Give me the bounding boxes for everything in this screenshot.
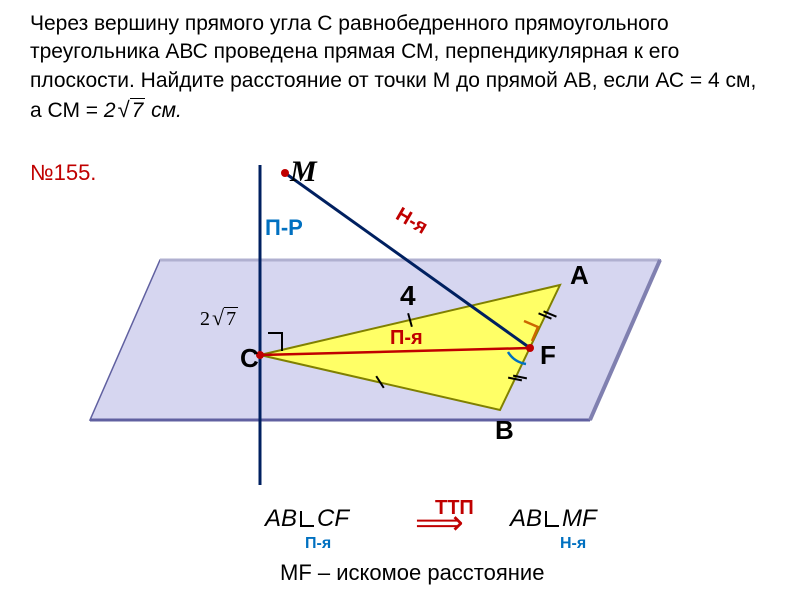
implies-arrow-icon: ⟹ — [415, 503, 458, 543]
sub-projection: П-я — [305, 535, 331, 553]
problem-number: №155. — [30, 160, 96, 186]
expr-ab-perp-cf: ABCF — [265, 505, 349, 533]
label-projection: П-я — [390, 327, 423, 350]
point-m — [281, 169, 289, 177]
label-b: B — [495, 415, 514, 446]
conclusion-area: ABCF П-я ТТП ⟹ ABMF Н-я MF – искомое рас… — [0, 505, 800, 595]
label-c: C — [240, 343, 259, 374]
label-m: М — [290, 155, 317, 189]
perp-icon — [545, 511, 559, 527]
measure-2sqrt7: 2√7 — [200, 305, 238, 331]
label-f: F — [540, 340, 556, 371]
perp-icon — [300, 511, 314, 527]
problem-text: Через вершину прямого угла С равнобедрен… — [30, 10, 770, 125]
label-perpendicular: П-Р — [265, 215, 303, 241]
label-side-length: 4 — [400, 280, 416, 312]
cm-value: 2√7 см. — [104, 99, 182, 122]
label-a: A — [570, 260, 589, 291]
point-f — [526, 344, 534, 352]
sub-oblique: Н-я — [560, 535, 586, 553]
result-statement: MF – искомое расстояние — [280, 560, 544, 586]
geometry-diagram: М C A B F П-Р Н-я П-я 4 2√7 — [100, 175, 700, 495]
expr-ab-perp-mf: ABMF — [510, 505, 597, 533]
